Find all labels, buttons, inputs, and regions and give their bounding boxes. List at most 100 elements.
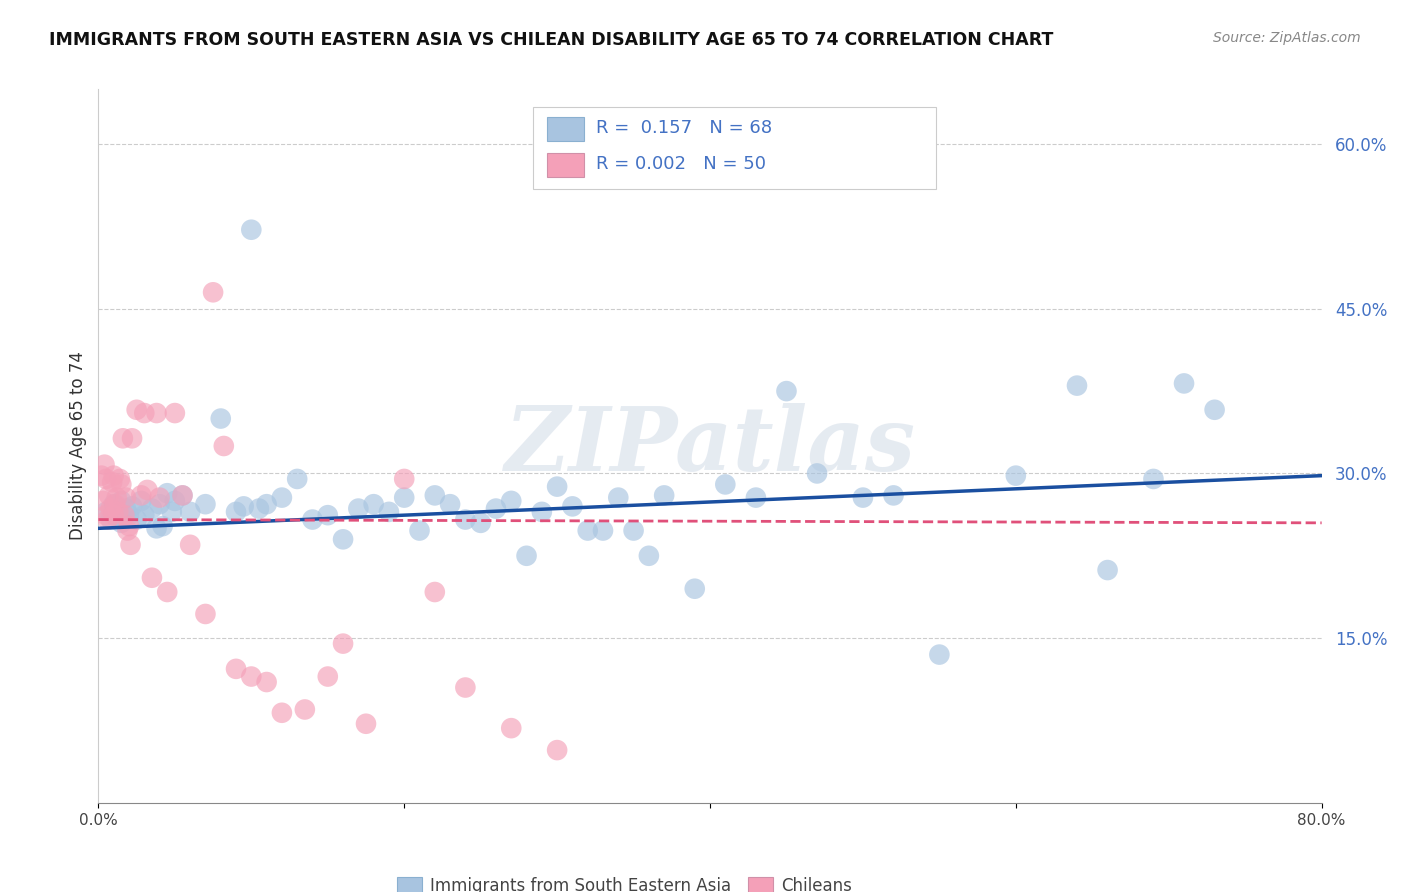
Point (354, 716, 377, 731)
Point (149, 497, 172, 511)
Point (179, 505, 201, 519)
Point (637, 549, 661, 563)
Point (105, 491, 128, 505)
Point (378, 505, 401, 519)
Point (145, 406, 167, 420)
Point (1204, 402, 1226, 417)
Point (285, 472, 308, 486)
Point (316, 508, 339, 523)
Point (105, 510, 128, 524)
Point (172, 488, 194, 502)
Point (332, 637, 354, 651)
Point (110, 516, 132, 530)
Point (93, 458, 115, 472)
Point (652, 488, 675, 502)
Point (232, 500, 254, 514)
Point (1066, 378, 1088, 392)
Point (91, 494, 114, 508)
Point (134, 406, 156, 420)
Point (546, 480, 568, 494)
Point (592, 524, 614, 538)
Point (94, 508, 117, 523)
Point (439, 497, 461, 511)
Point (134, 508, 156, 523)
Point (316, 669, 339, 683)
Point (332, 533, 354, 547)
Point (247, 501, 270, 516)
Point (714, 477, 737, 491)
Point (408, 524, 430, 538)
Point (103, 497, 125, 511)
Point (156, 486, 179, 500)
Point (145, 521, 167, 535)
Point (485, 501, 508, 516)
Point (136, 483, 159, 497)
Point (347, 501, 370, 516)
Point (94, 472, 117, 486)
Point (852, 491, 875, 505)
Point (607, 491, 630, 505)
Point (107, 505, 129, 519)
Point (100, 512, 122, 526)
Point (301, 512, 323, 526)
Point (98, 488, 121, 502)
Point (194, 497, 217, 511)
Point (454, 681, 477, 695)
Point (179, 538, 201, 552)
Point (129, 494, 152, 508)
Point (392, 472, 416, 486)
Point (117, 524, 139, 538)
Point (516, 549, 538, 563)
Point (270, 706, 292, 720)
Point (683, 582, 706, 596)
Point (141, 501, 163, 516)
Point (576, 524, 599, 538)
Point (94, 505, 117, 519)
Point (501, 721, 523, 735)
Point (152, 519, 174, 533)
Point (110, 477, 132, 491)
Legend: Immigrants from South Eastern Asia, Chileans: Immigrants from South Eastern Asia, Chil… (388, 868, 860, 892)
Text: Source: ZipAtlas.com: Source: ZipAtlas.com (1213, 31, 1361, 45)
FancyBboxPatch shape (547, 117, 583, 141)
Point (240, 669, 263, 683)
Point (745, 491, 768, 505)
Point (97, 512, 120, 526)
Point (470, 516, 492, 530)
Point (423, 585, 446, 599)
Point (141, 571, 163, 585)
Point (225, 505, 247, 519)
Point (194, 607, 217, 621)
Text: R =  0.157   N = 68: R = 0.157 N = 68 (596, 120, 772, 137)
Point (163, 406, 186, 420)
Point (546, 743, 568, 757)
Point (256, 675, 278, 690)
FancyBboxPatch shape (547, 153, 583, 177)
Point (392, 491, 416, 505)
Y-axis label: Disability Age 65 to 74: Disability Age 65 to 74 (69, 351, 87, 541)
Point (561, 500, 583, 514)
Point (125, 402, 148, 417)
Point (149, 491, 172, 505)
Point (129, 488, 152, 502)
Point (172, 488, 194, 502)
Point (883, 488, 905, 502)
Point (928, 648, 950, 662)
Point (530, 505, 553, 519)
Point (115, 501, 138, 516)
Point (125, 512, 148, 526)
Point (775, 384, 797, 398)
Point (156, 585, 179, 599)
Point (1004, 468, 1026, 483)
Point (623, 524, 645, 538)
Point (118, 508, 141, 523)
Point (101, 475, 124, 490)
Point (423, 488, 446, 502)
Point (104, 497, 127, 511)
Point (108, 472, 131, 486)
Point (115, 491, 138, 505)
Point (225, 662, 247, 676)
Point (363, 497, 385, 511)
Point (110, 494, 132, 508)
Point (454, 512, 477, 526)
